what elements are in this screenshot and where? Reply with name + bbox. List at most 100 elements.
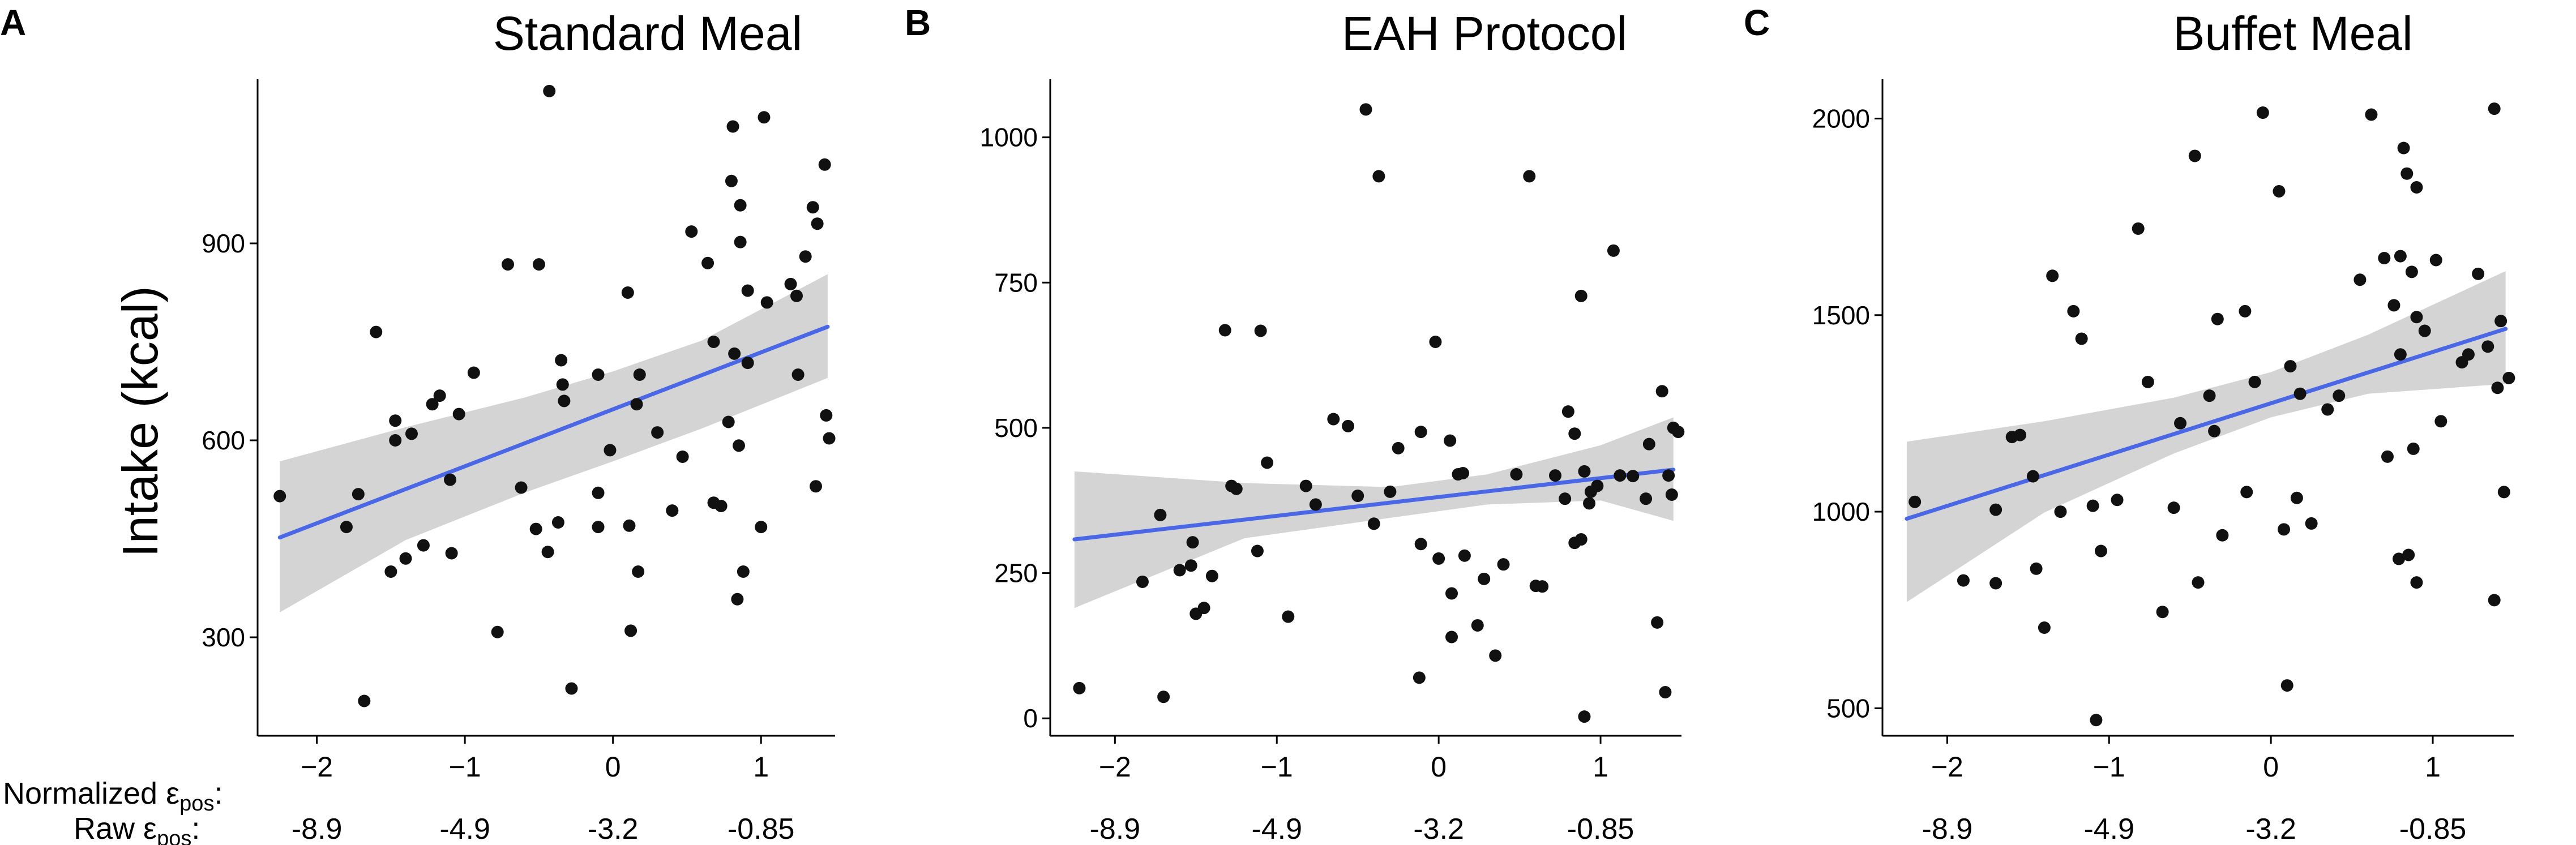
data-point: [2402, 548, 2415, 561]
data-point: [1536, 580, 1549, 593]
y-tick-label: 500: [1826, 693, 1870, 723]
data-point: [733, 439, 745, 452]
data-point: [389, 434, 402, 447]
data-point: [651, 426, 664, 439]
data-point: [2174, 417, 2187, 430]
data-point: [685, 225, 698, 238]
data-point: [760, 296, 773, 309]
data-point: [2488, 594, 2501, 607]
data-point: [1989, 577, 2002, 590]
data-point: [1989, 503, 2002, 516]
x-tick-label: 0: [605, 751, 621, 783]
data-point: [592, 368, 605, 381]
data-point: [728, 347, 741, 360]
data-point: [1230, 482, 1243, 495]
y-tick-label: 250: [994, 559, 1038, 588]
confidence-band: [280, 274, 828, 612]
data-point: [445, 547, 458, 560]
data-point: [405, 427, 418, 440]
data-point: [2075, 332, 2088, 345]
normalized-epsilon-label: Normalized εpos:: [3, 777, 222, 816]
y-axis-label: Intake (kcal): [112, 286, 168, 557]
raw-epsilon-label: Raw εpos:: [74, 812, 200, 845]
data-point: [2284, 360, 2297, 373]
data-point: [543, 84, 556, 97]
data-point: [630, 398, 643, 411]
panel-letter: C: [1744, 2, 1770, 43]
x-tick-label: −2: [1099, 751, 1131, 783]
data-point: [529, 522, 542, 535]
data-point: [1559, 492, 1572, 505]
chart-title: EAH Protocol: [1342, 7, 1627, 60]
data-point: [352, 488, 365, 501]
data-point: [784, 277, 797, 290]
data-point: [823, 432, 836, 445]
data-point: [1445, 587, 1458, 600]
x-tick-label: 0: [1431, 751, 1447, 783]
x-tick-label: 1: [1593, 751, 1608, 783]
y-tick-label: 1500: [1812, 301, 1870, 330]
data-point: [623, 519, 636, 532]
data-point: [726, 120, 739, 133]
data-point: [1957, 574, 1970, 587]
data-point: [358, 694, 371, 707]
data-point: [1651, 616, 1664, 629]
data-point: [1457, 467, 1470, 479]
data-point: [2333, 389, 2346, 402]
data-point: [755, 521, 768, 534]
data-point: [2410, 576, 2423, 589]
data-point: [2256, 106, 2269, 119]
data-point: [624, 624, 637, 637]
data-point: [1642, 437, 1655, 451]
panel-letter: A: [0, 2, 26, 43]
data-point: [621, 286, 634, 299]
data-point: [444, 473, 456, 486]
data-point: [734, 199, 747, 212]
data-point: [502, 258, 514, 271]
data-point: [2429, 254, 2442, 267]
data-point: [2494, 315, 2507, 328]
data-point: [2321, 403, 2334, 416]
panel-a: A Standard Meal Intake (kcal) 300 600 900 −…: [0, 2, 836, 845]
data-point: [1429, 336, 1442, 348]
data-point: [1197, 602, 1210, 615]
data-point: [741, 284, 754, 297]
data-point: [1299, 479, 1312, 492]
raw-tick-label: -8.9: [1922, 813, 1973, 845]
data-point: [714, 500, 728, 512]
data-point: [1184, 559, 1197, 572]
data-point: [2192, 576, 2205, 589]
data-point: [701, 256, 714, 269]
data-point: [2067, 304, 2080, 318]
data-point: [1309, 498, 1322, 511]
data-point: [1251, 544, 1264, 557]
data-point: [1568, 427, 1581, 440]
y-tick-label: 1000: [1812, 497, 1870, 526]
y-tick-label: 500: [994, 413, 1038, 443]
y-tick-label: 1000: [980, 123, 1038, 152]
data-point: [1549, 469, 1561, 482]
data-point: [2248, 375, 2261, 388]
data-point: [633, 368, 646, 381]
chart-title: Buffet Meal: [2173, 7, 2412, 60]
data-point: [592, 521, 605, 534]
data-point: [2014, 428, 2027, 441]
data-point: [2397, 141, 2410, 155]
data-point: [1574, 533, 1587, 546]
data-point: [1173, 564, 1186, 577]
data-point: [791, 368, 805, 381]
data-point: [273, 490, 286, 503]
data-point: [2381, 450, 2394, 463]
data-point: [1578, 710, 1591, 723]
raw-tick-label: -3.2: [1413, 813, 1464, 845]
data-point: [1414, 426, 1427, 439]
data-point: [2111, 494, 2124, 507]
data-point: [1640, 492, 1653, 505]
data-point: [1342, 419, 1355, 432]
x-tick-label: −2: [1931, 751, 1963, 783]
data-point: [555, 354, 568, 367]
data-point: [1261, 456, 1274, 469]
raw-tick-label: -0.85: [2399, 813, 2467, 845]
data-point: [1578, 465, 1591, 478]
x-tick-label: −1: [1261, 751, 1293, 783]
